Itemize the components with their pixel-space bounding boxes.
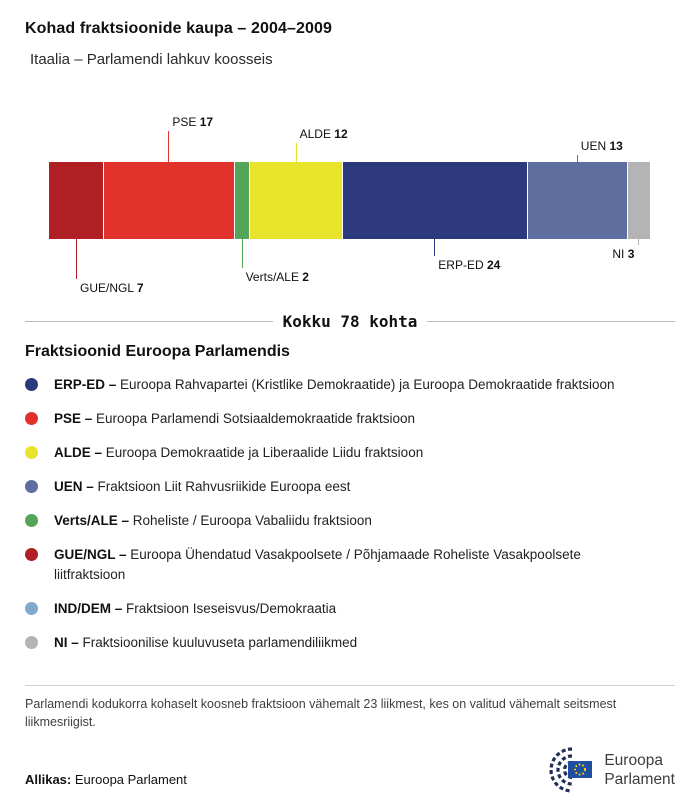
seats-stacked-bar-chart: GUE/NGL 7 PSE 17 Verts/ALE 2 ALDE 12 ERP-ED … [49, 114, 650, 299]
verts-ale-color-dot [25, 514, 38, 527]
source-text: Allikas: Euroopa Parlament [25, 772, 187, 787]
page-subtitle: Itaalia – Parlamendi lahkuv koosseis [30, 51, 273, 68]
stacked-bar [49, 162, 650, 239]
bar-label-ni: NI 3 [612, 247, 635, 261]
legend-item-gue-ngl: GUE/NGL – Euroopa Ühendatud Vasakpoolset… [25, 545, 675, 585]
legend-item-text-ni: NI – Fraktsioonilise kuuluvuseta parlame… [54, 635, 358, 650]
legend-heading: Fraktsioonid Euroopa Parlamendis [25, 343, 290, 360]
legend-item-ind-dem: IND/DEM – Fraktsioon Iseseisvus/Demokraa… [25, 599, 675, 619]
ni-color-dot [25, 636, 38, 649]
total-seats-row: Kokku 78 kohta [25, 311, 676, 331]
source-label: Allikas: [25, 772, 72, 787]
bar-label-uen: UEN 13 [580, 139, 623, 153]
ind-dem-color-dot [25, 602, 38, 615]
erp-ed-color-dot [25, 378, 38, 391]
legend-list: ERP-ED – Euroopa Rahvapartei (Kristlike … [25, 375, 675, 653]
legend-item-uen: UEN – Fraktsioon Liit Rahvusriikide Euro… [25, 477, 675, 497]
european-parliament-logo: Euroopa Parlament [528, 747, 675, 793]
bar-label-verts-ale: Verts/ALE 2 [245, 270, 309, 284]
divider-line-right [427, 320, 676, 322]
bar-segment-erp-ed[interactable] [341, 162, 527, 239]
legend-item-alde: ALDE – Euroopa Demokraatide ja Liberaali… [25, 443, 675, 463]
total-seats-label: Kokku 78 kohta [282, 311, 418, 331]
legend-item-ni: NI – Fraktsioonilise kuuluvuseta parlame… [25, 633, 675, 653]
legend-item-pse: PSE – Euroopa Parlamendi Sotsiaaldemokra… [25, 409, 675, 429]
legend-item-verts-ale: Verts/ALE – Roheliste / Euroopa Vabaliid… [25, 511, 675, 531]
bar-label-alde: ALDE 12 [299, 127, 348, 141]
eu-flag-icon [568, 761, 593, 778]
bar-segment-verts-ale[interactable] [233, 162, 250, 239]
leader-line-uen [576, 155, 578, 162]
bar-segment-uen[interactable] [526, 162, 627, 239]
bar-segment-gue-ngl[interactable] [49, 162, 103, 239]
bar-label-gue-ngl: GUE/NGL 7 [80, 281, 144, 295]
gue-ngl-color-dot [25, 548, 38, 561]
bar-segment-ni[interactable] [626, 162, 650, 239]
bar-label-erp-ed: ERP-ED 24 [438, 258, 501, 272]
legend-item-text-alde: ALDE – Euroopa Demokraatide ja Liberaali… [54, 445, 424, 460]
bar-segment-pse[interactable] [102, 162, 234, 239]
bar-label-pse: PSE 17 [172, 115, 214, 129]
footnote: Parlamendi kodukorra kohaselt koosneb fr… [25, 697, 617, 729]
footer: Parlamendi kodukorra kohaselt koosneb fr… [25, 685, 675, 793]
page-title: Kohad fraktsioonide kaupa – 2004–2009 [25, 20, 332, 37]
legend-item-text-uen: UEN – Fraktsioon Liit Rahvusriikide Euro… [54, 479, 351, 494]
leader-line-ni [638, 239, 640, 245]
legend-item-erp-ed: ERP-ED – Euroopa Rahvapartei (Kristlike … [25, 375, 675, 395]
legend-item-text-ind-dem: IND/DEM – Fraktsioon Iseseisvus/Demokraa… [54, 601, 337, 616]
legend-item-text-pse: PSE – Euroopa Parlamendi Sotsiaaldemokra… [54, 411, 415, 426]
alde-color-dot [25, 446, 38, 459]
uen-color-dot [25, 480, 38, 493]
leader-line-pse [168, 131, 170, 162]
hemicycle-logo-icon [549, 747, 593, 793]
pse-color-dot [25, 412, 38, 425]
bar-segment-alde[interactable] [249, 162, 342, 239]
legend-item-text-gue-ngl: GUE/NGL – Euroopa Ühendatud Vasakpoolset… [54, 547, 581, 582]
divider-line-left [25, 320, 273, 322]
source-value: Euroopa Parlament [74, 772, 187, 787]
source-row: Allikas: Euroopa Parlament Euroopa Parla… [25, 747, 675, 793]
legend-item-text-erp-ed: ERP-ED – Euroopa Rahvapartei (Kristlike … [54, 377, 615, 392]
leader-line-verts-ale [241, 239, 243, 268]
leader-line-erp-ed [434, 239, 436, 256]
logo-wordmark: Euroopa Parlament [604, 752, 675, 788]
leader-line-alde [295, 143, 297, 162]
legend-item-text-verts-ale: Verts/ALE – Roheliste / Euroopa Vabaliid… [54, 513, 372, 528]
leader-line-gue-ngl [76, 239, 77, 279]
